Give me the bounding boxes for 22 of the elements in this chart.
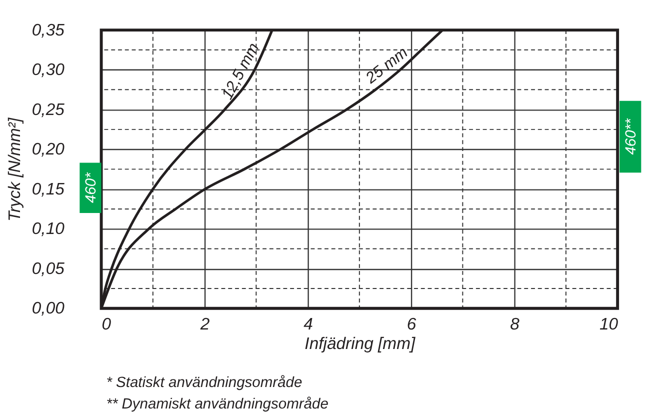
y-axis-title: Tryck [N/mm²] [5,118,24,222]
x-tick-label: 8 [510,314,520,334]
y-tick-label: 0,35 [32,20,66,40]
x-tick-label: 10 [599,314,619,334]
y-tick-label: 0,10 [32,219,66,238]
x-tick-label: 2 [199,314,210,334]
y-tick-label: 0,00 [32,298,66,318]
y-tick-label: 0,15 [32,179,66,198]
text: 25 mm [362,44,412,88]
text: 460* [83,171,100,204]
y-tick-label: 0,05 [32,258,66,278]
x-tick-label: 0 [102,314,112,334]
x-tick-label: 6 [406,314,417,334]
y-tick-label: 0,20 [32,140,66,159]
x-axis-title: Infjädring [mm] [304,334,416,354]
text: * Statiskt användningsområde [106,375,302,392]
x-tick-label: 4 [304,314,313,334]
text: ** Dynamiskt användningsområde [106,396,328,413]
text: 460** [623,117,640,155]
y-tick-label: 0,25 [32,100,66,119]
y-tick-label: 0,30 [32,60,66,80]
text: 12,5 mm [219,40,263,102]
